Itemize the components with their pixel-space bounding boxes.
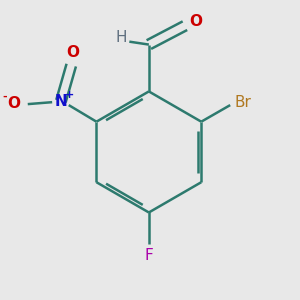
Text: O: O: [66, 45, 79, 60]
Text: +: +: [65, 90, 74, 100]
Text: N: N: [55, 94, 67, 109]
Text: O: O: [189, 14, 202, 29]
Text: Br: Br: [234, 95, 251, 110]
Text: -: -: [2, 91, 7, 101]
Text: O: O: [8, 96, 21, 111]
Text: H: H: [116, 30, 127, 45]
Text: F: F: [145, 248, 153, 263]
